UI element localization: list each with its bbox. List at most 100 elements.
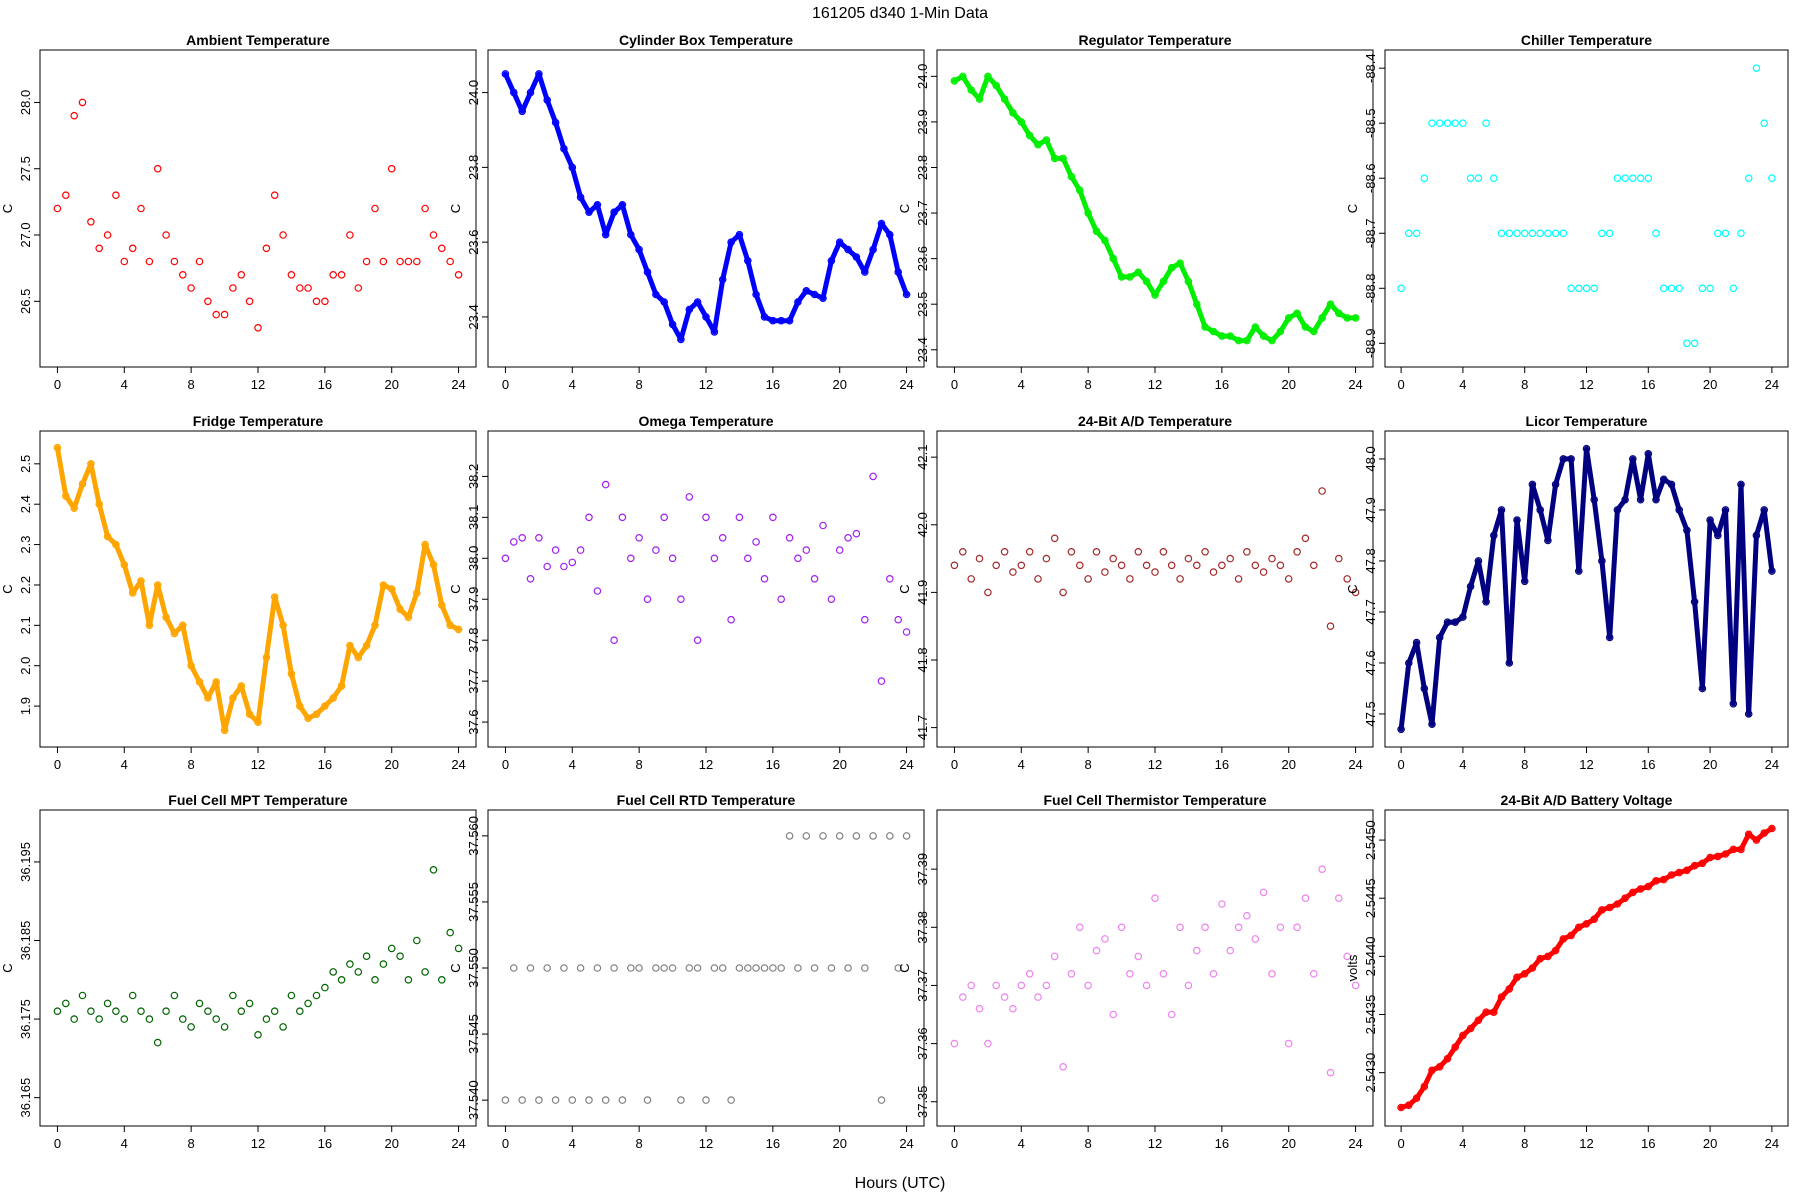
data-point (1482, 119, 1490, 128)
x-tick-label: 20 (1281, 377, 1295, 392)
data-point (877, 677, 886, 685)
data-point (62, 999, 70, 1008)
plot-frame (487, 809, 925, 1127)
data-point (894, 615, 903, 624)
y-tick-label: 1.9 (18, 697, 33, 715)
data-point (1575, 284, 1583, 293)
y-tick-label: 42.1 (915, 445, 930, 470)
data-point (1721, 506, 1730, 514)
data-point (1310, 969, 1318, 978)
data-point (229, 284, 237, 292)
panel-title: Chiller Temperature (1521, 32, 1652, 48)
data-point (1420, 684, 1429, 693)
data-point (668, 964, 677, 972)
data-point (576, 193, 585, 202)
data-point (1505, 985, 1514, 993)
data-point (743, 256, 752, 265)
data-point (1744, 710, 1753, 718)
data-point (869, 245, 877, 254)
data-point (885, 832, 894, 840)
data-point (446, 257, 455, 266)
series-line (1398, 826, 1775, 1110)
y-tick-label: 23.4 (915, 337, 930, 362)
data-point (437, 975, 446, 984)
plot-frame (39, 809, 477, 1127)
data-point (827, 595, 836, 604)
y-tick-label: 2.1 (18, 616, 33, 634)
data-point (1636, 174, 1645, 183)
data-point (526, 88, 535, 97)
x-tick-label: 20 (1281, 757, 1295, 772)
y-tick-label: -88.7 (1363, 218, 1378, 248)
data-point (1544, 952, 1552, 961)
data-point (304, 284, 312, 292)
x-tick-label: 0 (54, 377, 61, 392)
data-point (1318, 314, 1326, 322)
x-tick-label: 12 (1579, 377, 1593, 392)
data-point (1117, 273, 1126, 281)
data-point (1412, 638, 1421, 647)
data-point (1536, 506, 1545, 514)
data-point (677, 1096, 685, 1104)
data-point (1752, 836, 1761, 844)
y-tick-label: 27.5 (18, 156, 33, 181)
data-point (1326, 300, 1335, 309)
panel-10: Fuel Cell RTD Temperature C 0 4 8 12 16 20 24 37.… (448, 792, 925, 1151)
data-point (1559, 935, 1568, 943)
data-point (535, 70, 543, 78)
x-tick-label: 12 (251, 757, 265, 772)
data-point (1613, 900, 1622, 908)
data-point (877, 1096, 886, 1104)
y-tick-label: 2.5450 (1363, 820, 1378, 860)
data-point (1009, 568, 1017, 576)
y-tick-label: 2.3 (18, 536, 33, 554)
data-point (262, 1015, 271, 1023)
data-point (1126, 273, 1134, 281)
data-point (1466, 1024, 1475, 1033)
data-point (270, 1007, 279, 1016)
data-point (1714, 531, 1722, 540)
data-point (1226, 946, 1235, 955)
data-point (568, 163, 577, 172)
data-point (362, 952, 371, 961)
data-point (827, 256, 836, 265)
data-point (412, 936, 421, 945)
data-point (371, 204, 379, 213)
page-title: 161205 d340 1-Min Data (812, 5, 988, 22)
data-point (1644, 449, 1653, 458)
data-point (1621, 174, 1629, 183)
data-point (652, 290, 660, 299)
data-point (543, 964, 552, 972)
data-point (852, 529, 861, 538)
data-point (1605, 229, 1614, 238)
x-tick-label: 8 (1085, 757, 1092, 772)
data-point (1474, 557, 1483, 565)
data-point (1760, 506, 1769, 514)
data-point (585, 208, 593, 217)
data-point (1284, 314, 1293, 322)
data-point (1575, 567, 1583, 575)
data-point (902, 628, 911, 636)
data-point (396, 257, 404, 266)
data-point (1652, 495, 1660, 504)
data-point (975, 1004, 984, 1013)
y-tick-label: 37.39 (915, 853, 930, 886)
data-point (902, 832, 911, 840)
data-point (1652, 876, 1660, 885)
data-point (1520, 229, 1529, 238)
x-tick-label: 8 (188, 377, 195, 392)
data-point (702, 313, 710, 321)
data-point (212, 1015, 221, 1023)
data-point (396, 605, 404, 614)
data-point (1706, 853, 1714, 862)
data-point (1636, 885, 1645, 893)
data-point (153, 1038, 162, 1047)
panel-7: 24-Bit A/D Temperature C 0 4 8 12 16 20 24 41.7 41… (897, 413, 1374, 772)
panel-6: Omega Temperature C 0 4 8 12 16 20 24 37.6 37.7 37.… (448, 413, 925, 772)
y-axis-label: C (448, 963, 463, 972)
data-point (1218, 332, 1226, 340)
x-tick-label: 16 (766, 757, 780, 772)
y-tick-label: 37.35 (915, 1085, 930, 1118)
panel-title: Cylinder Box Temperature (619, 32, 793, 48)
